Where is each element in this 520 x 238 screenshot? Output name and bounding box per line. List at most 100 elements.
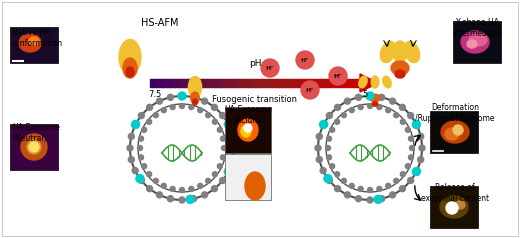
Circle shape (418, 157, 424, 163)
Circle shape (147, 186, 152, 192)
Text: pH: pH (249, 59, 261, 68)
Ellipse shape (461, 31, 489, 53)
Circle shape (202, 98, 207, 104)
Text: 7.5: 7.5 (148, 90, 161, 99)
Circle shape (408, 155, 413, 160)
Ellipse shape (381, 41, 396, 63)
Circle shape (379, 196, 385, 202)
Text: HS-AFM: HS-AFM (141, 18, 179, 28)
Ellipse shape (191, 92, 199, 104)
Circle shape (190, 196, 197, 202)
Ellipse shape (391, 61, 409, 75)
Circle shape (138, 177, 145, 183)
Circle shape (179, 104, 185, 109)
Circle shape (366, 92, 374, 100)
Ellipse shape (123, 58, 137, 78)
Circle shape (386, 183, 391, 188)
Ellipse shape (119, 40, 141, 74)
Ellipse shape (238, 119, 258, 141)
Circle shape (212, 119, 217, 124)
Circle shape (179, 93, 185, 99)
Ellipse shape (445, 128, 459, 140)
FancyBboxPatch shape (430, 186, 478, 228)
Ellipse shape (395, 70, 405, 78)
Text: H⁺: H⁺ (266, 65, 274, 70)
Text: H⁺: H⁺ (306, 88, 314, 93)
Ellipse shape (21, 134, 47, 160)
Ellipse shape (383, 76, 391, 88)
Text: 5: 5 (362, 90, 367, 99)
Circle shape (327, 155, 332, 160)
Circle shape (330, 127, 335, 132)
Circle shape (127, 145, 133, 151)
Circle shape (167, 94, 174, 100)
Circle shape (189, 104, 194, 109)
Circle shape (224, 120, 232, 128)
Circle shape (29, 142, 39, 152)
Circle shape (136, 174, 144, 183)
Circle shape (377, 186, 382, 191)
Circle shape (329, 67, 347, 85)
Circle shape (220, 136, 226, 141)
Circle shape (141, 127, 147, 132)
Circle shape (147, 172, 152, 177)
Circle shape (327, 177, 332, 183)
Circle shape (153, 178, 158, 183)
Circle shape (170, 104, 175, 109)
Text: Fusogenic transition: Fusogenic transition (213, 95, 297, 104)
Circle shape (157, 192, 162, 198)
Circle shape (367, 93, 373, 99)
FancyBboxPatch shape (453, 21, 501, 63)
Ellipse shape (469, 34, 487, 46)
Ellipse shape (359, 76, 367, 88)
Ellipse shape (126, 67, 134, 77)
Ellipse shape (440, 196, 468, 218)
Circle shape (132, 122, 138, 129)
Circle shape (178, 92, 186, 100)
Ellipse shape (405, 41, 420, 63)
Circle shape (341, 178, 346, 183)
Circle shape (186, 195, 194, 203)
Circle shape (137, 145, 142, 150)
FancyBboxPatch shape (430, 111, 478, 153)
Circle shape (412, 168, 420, 176)
Circle shape (399, 104, 406, 110)
Circle shape (132, 120, 140, 128)
Circle shape (406, 127, 410, 132)
Text: H⁺: H⁺ (334, 74, 342, 79)
Circle shape (367, 197, 373, 203)
Circle shape (316, 157, 322, 163)
Circle shape (344, 98, 350, 104)
FancyBboxPatch shape (225, 107, 271, 153)
Circle shape (153, 113, 158, 118)
Circle shape (408, 113, 413, 119)
Circle shape (206, 113, 211, 118)
Circle shape (327, 113, 332, 119)
Circle shape (400, 172, 405, 177)
Circle shape (368, 188, 372, 193)
Text: Release of
exosomal content: Release of exosomal content (421, 183, 489, 203)
Circle shape (377, 104, 382, 109)
Circle shape (335, 172, 340, 177)
Ellipse shape (29, 37, 39, 45)
Ellipse shape (370, 94, 380, 102)
Circle shape (128, 157, 134, 163)
Circle shape (167, 196, 174, 202)
Circle shape (230, 134, 236, 139)
Circle shape (219, 113, 226, 119)
Circle shape (320, 122, 326, 129)
Circle shape (335, 119, 340, 124)
Circle shape (138, 113, 145, 119)
Circle shape (408, 136, 413, 141)
Circle shape (334, 104, 341, 110)
Circle shape (349, 108, 354, 113)
Circle shape (231, 145, 237, 151)
Circle shape (138, 136, 144, 141)
Circle shape (220, 155, 226, 160)
Ellipse shape (245, 172, 265, 200)
Circle shape (341, 113, 346, 118)
Circle shape (202, 192, 207, 198)
Circle shape (356, 196, 361, 202)
Circle shape (330, 164, 335, 169)
Circle shape (190, 94, 197, 100)
